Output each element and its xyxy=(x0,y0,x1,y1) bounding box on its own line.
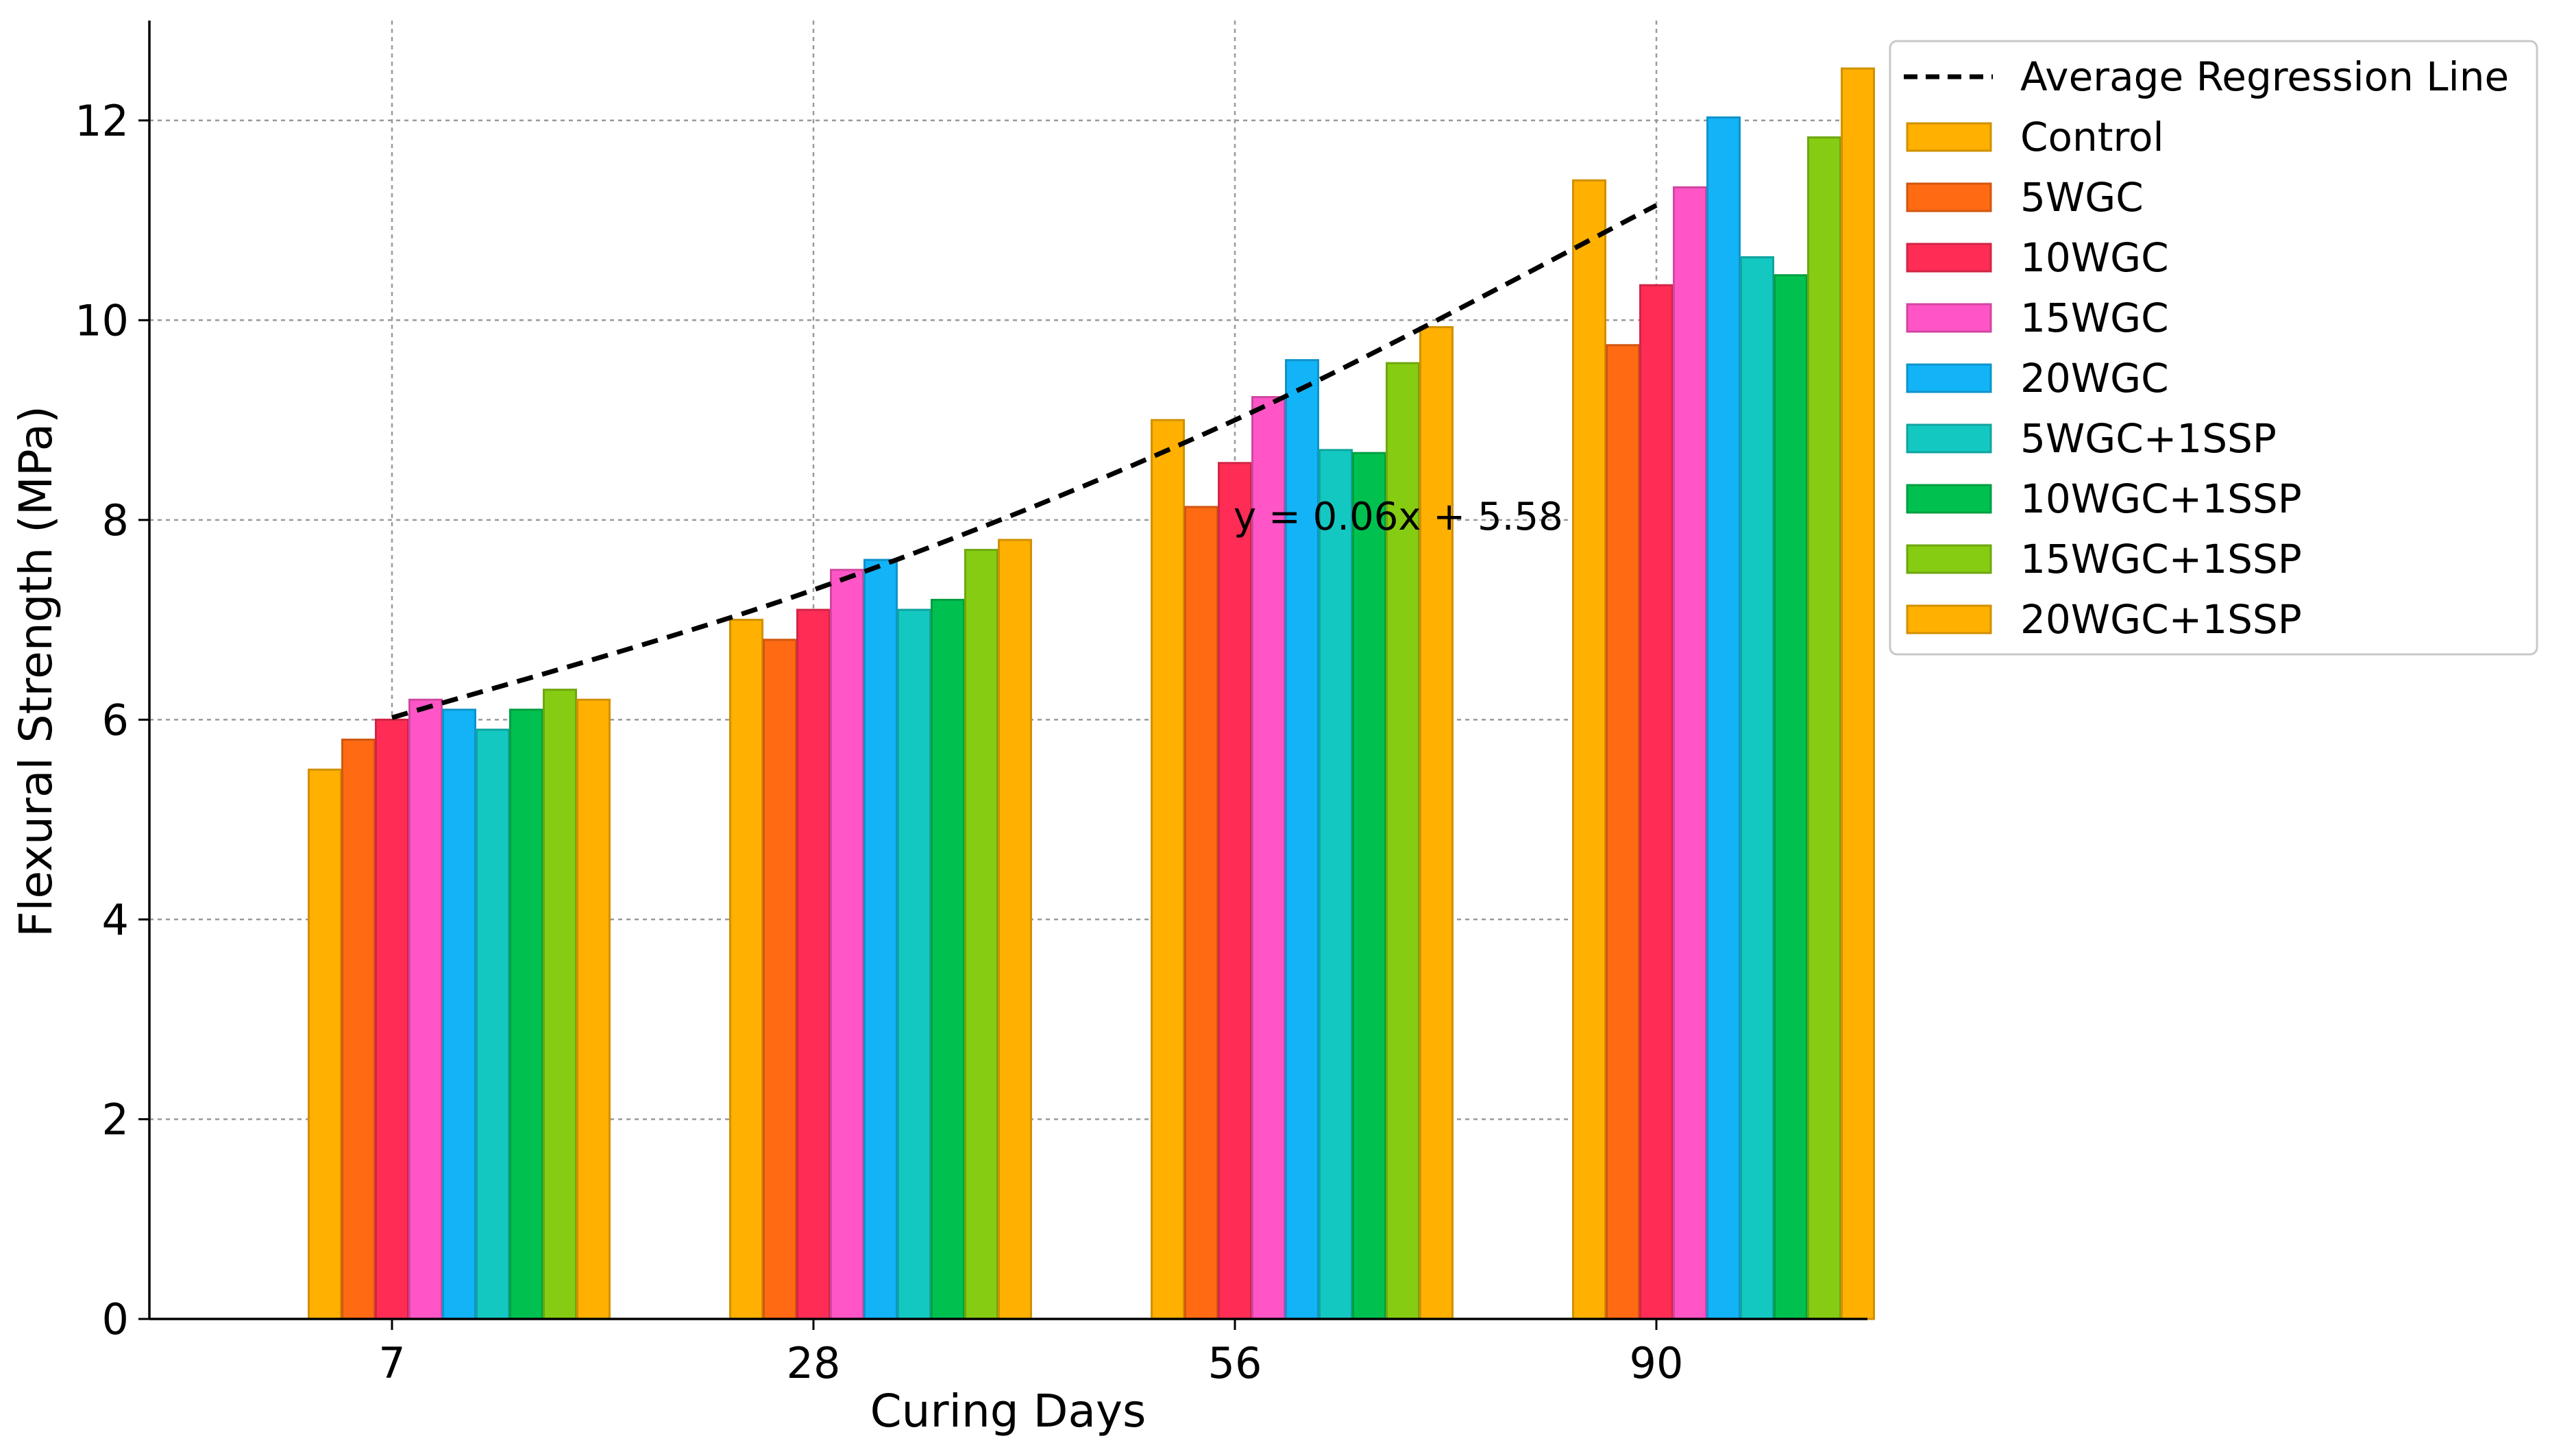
bar-5wgc-day-90 xyxy=(1606,344,1640,1320)
bar-5wgc-day-56 xyxy=(1184,506,1218,1320)
legend-swatch-15wgc xyxy=(1906,303,1992,333)
legend-box xyxy=(1889,40,2538,656)
legend-swatch-control xyxy=(1906,122,1992,152)
bar-10wgc-day-7 xyxy=(375,718,409,1320)
bar-5wgc-plus-1ssp-day-28 xyxy=(897,608,931,1320)
legend-label-15wgc-plus-1ssp: 15WGC+1SSP xyxy=(2020,536,2302,582)
x-tick-label: 28 xyxy=(787,1338,841,1388)
bar-control-day-7 xyxy=(308,768,342,1320)
regression-layer xyxy=(391,203,1658,720)
bar-control-day-90 xyxy=(1572,179,1606,1320)
bar-20wgc-day-28 xyxy=(863,558,898,1320)
legend-label-15wgc: 15WGC xyxy=(2020,295,2169,341)
bar-10wgc-plus-1ssp-day-90 xyxy=(1774,274,1808,1320)
bar-15wgc-plus-1ssp-day-90 xyxy=(1807,136,1841,1320)
bar-10wgc-plus-1ssp-day-56 xyxy=(1352,452,1386,1320)
bar-10wgc-day-56 xyxy=(1218,462,1252,1320)
y-tick-label: 8 xyxy=(102,495,129,545)
legend-swatch-10wgc-plus-1ssp xyxy=(1906,484,1992,514)
bar-5wgc-plus-1ssp-day-90 xyxy=(1740,256,1774,1320)
legend-label-5wgc-plus-1ssp: 5WGC+1SSP xyxy=(2020,415,2277,462)
y-tick-label: 12 xyxy=(75,96,129,146)
y-tick-label: 0 xyxy=(102,1294,129,1344)
legend-label-10wgc: 10WGC xyxy=(2020,234,2169,281)
y-tick-label: 2 xyxy=(102,1094,129,1144)
legend-swatch-5wgc xyxy=(1906,182,1992,212)
legend-label-regression: Average Regression Line xyxy=(2020,53,2509,100)
legend-label-5wgc: 5WGC xyxy=(2020,174,2144,221)
bar-20wgc-day-90 xyxy=(1706,116,1741,1320)
bar-15wgc-day-90 xyxy=(1673,186,1707,1320)
bar-control-day-28 xyxy=(729,619,763,1320)
legend-swatch-20wgc xyxy=(1906,363,1992,393)
x-axis-label: Curing Days xyxy=(870,1385,1147,1438)
bars-layer xyxy=(308,67,1875,1320)
bar-20wgc-plus-1ssp-day-28 xyxy=(998,539,1032,1320)
bar-20wgc-day-7 xyxy=(442,708,476,1320)
average-regression-line xyxy=(391,203,1658,720)
y-tick-label: 6 xyxy=(102,695,129,745)
bar-10wgc-plus-1ssp-day-28 xyxy=(931,598,965,1320)
x-tick-label: 7 xyxy=(378,1338,405,1388)
bar-15wgc-day-28 xyxy=(830,569,864,1320)
x-tick-label: 90 xyxy=(1630,1338,1684,1388)
bar-5wgc-day-28 xyxy=(763,639,797,1320)
axes-layer: 0 2 4 6 8 10 12 7 28 56 90 xyxy=(75,21,1867,1388)
y-axis-label: Flexural Strength (MPa) xyxy=(10,406,62,937)
bar-5wgc-day-7 xyxy=(341,739,376,1320)
bar-control-day-56 xyxy=(1151,419,1185,1320)
legend-label-10wgc-plus-1ssp: 10WGC+1SSP xyxy=(2020,476,2302,522)
bar-15wgc-plus-1ssp-day-28 xyxy=(964,549,998,1320)
legend-swatch-20wgc-plus-1ssp xyxy=(1906,604,1992,634)
bar-10wgc-plus-1ssp-day-7 xyxy=(509,708,543,1320)
bar-5wgc-plus-1ssp-day-7 xyxy=(476,728,510,1320)
legend-label-20wgc-plus-1ssp: 20WGC+1SSP xyxy=(2020,596,2302,643)
bar-15wgc-day-56 xyxy=(1251,396,1286,1320)
legend: Average Regression Line Control 5WGC 10WGC 1… xyxy=(1889,40,2538,656)
bar-10wgc-day-28 xyxy=(796,608,831,1320)
y-tick-label: 10 xyxy=(75,295,129,345)
bar-20wgc-plus-1ssp-day-90 xyxy=(1841,67,1875,1320)
legend-label-control: Control xyxy=(2020,114,2164,160)
regression-equation-label: y = 0.06x + 5.58 xyxy=(1234,495,1563,539)
x-tick-label: 56 xyxy=(1208,1338,1262,1388)
y-tick-label: 4 xyxy=(102,895,129,945)
bar-5wgc-plus-1ssp-day-56 xyxy=(1319,449,1353,1320)
bar-10wgc-day-90 xyxy=(1639,284,1674,1320)
legend-swatch-10wgc xyxy=(1906,243,1992,273)
bar-15wgc-plus-1ssp-day-7 xyxy=(543,689,577,1320)
legend-swatch-5wgc-plus-1ssp xyxy=(1906,423,1992,454)
bar-20wgc-plus-1ssp-day-56 xyxy=(1419,326,1454,1320)
legend-swatch-15wgc-plus-1ssp xyxy=(1906,544,1992,574)
legend-label-20wgc: 20WGC xyxy=(2020,355,2169,402)
bar-15wgc-day-7 xyxy=(408,698,443,1320)
bar-20wgc-plus-1ssp-day-7 xyxy=(576,698,611,1320)
